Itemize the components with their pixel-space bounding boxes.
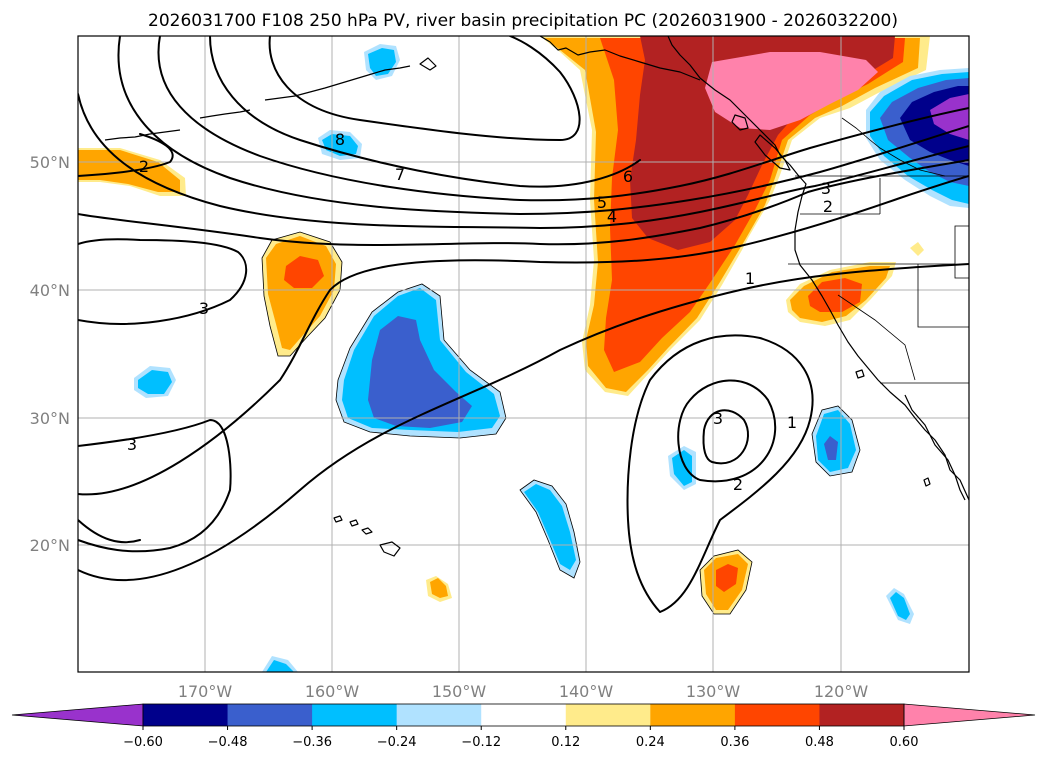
colorbar-segment [650,704,736,726]
lon-label-130w: 130°W [686,682,741,701]
map-area: 8 7 6 5 4 3 3 3 3 2 2 2 1 1 [78,36,969,672]
colorbar-segment [396,704,482,726]
contour-label-3-nw: 3 [821,179,831,198]
lat-label-40n: 40°N [30,281,70,300]
pv-contours [78,36,969,613]
colorbar-tick-label: 0.60 [890,735,919,750]
contour-label-6: 6 [623,167,633,186]
map-frame [77,35,970,673]
colorbar-tick-label: 0.48 [805,735,834,750]
contour-label-1-e: 1 [745,269,755,288]
contour-label-1-se: 1 [787,413,797,432]
precip-outlines [261,231,861,615]
contour-label-5: 5 [597,193,607,212]
colorbar-segment [819,704,905,726]
colorbar-segment [227,704,313,726]
lat-label-20n: 20°N [30,536,70,555]
map-title: 2026031700 F108 250 hPa PV, river basin … [148,11,898,31]
lon-tick-labels: 170°W 160°W 150°W 140°W 130°W 120°W [178,682,869,701]
colorbar-segment [481,704,567,726]
colorbar-segment [734,704,820,726]
colorbar: −0.60 −0.48 −0.36 −0.24 −0.12 0.12 0.24 0.36 0.4… [11,703,1036,750]
colorbar-extend-min [11,703,144,727]
contour-label-2-ne: 2 [823,197,833,216]
gridlines [78,36,969,672]
lat-tick-labels: 50°N 40°N 30°N 20°N [30,153,70,555]
colorbar-segment [143,704,229,726]
colorbar-frame [142,703,905,727]
contour-label-8: 8 [335,130,345,149]
contour-label-2-w: 2 [139,157,149,176]
colorbar-segment [565,704,651,726]
contour-label-3-w: 3 [199,299,209,318]
contour-label-4: 4 [607,207,617,226]
contour-label-2-s: 2 [733,475,743,494]
lon-label-120w: 120°W [814,682,869,701]
colorbar-tick-label: 0.24 [636,735,665,750]
contour-label-7: 7 [395,165,405,184]
pv-contour-labels: 8 7 6 5 4 3 3 3 3 2 2 2 1 1 [127,130,833,494]
colorbar-segment [312,704,398,726]
colorbar-extend-max [903,703,1036,727]
colorbar-tick-label: 0.36 [720,735,749,750]
colorbar-tick-label: −0.60 [123,735,163,750]
lat-label-30n: 30°N [30,409,70,428]
colorbar-tick-label: 0.12 [551,735,580,750]
lat-label-50n: 50°N [30,153,70,172]
colorbar-tick-label: −0.24 [377,735,417,750]
contour-label-3-sw: 3 [127,435,137,454]
lon-label-140w: 140°W [559,682,614,701]
lon-label-170w: 170°W [178,682,233,701]
colorbar-tick-label: −0.12 [461,735,501,750]
fill-pink-plume [705,52,878,130]
colorbar-tick-label: −0.36 [292,735,332,750]
lon-label-160w: 160°W [305,682,360,701]
colorbar-tick-label: −0.48 [208,735,248,750]
lon-label-150w: 150°W [432,682,487,701]
precip-negative-fills [134,44,969,672]
contour-label-3-center: 3 [713,409,723,428]
